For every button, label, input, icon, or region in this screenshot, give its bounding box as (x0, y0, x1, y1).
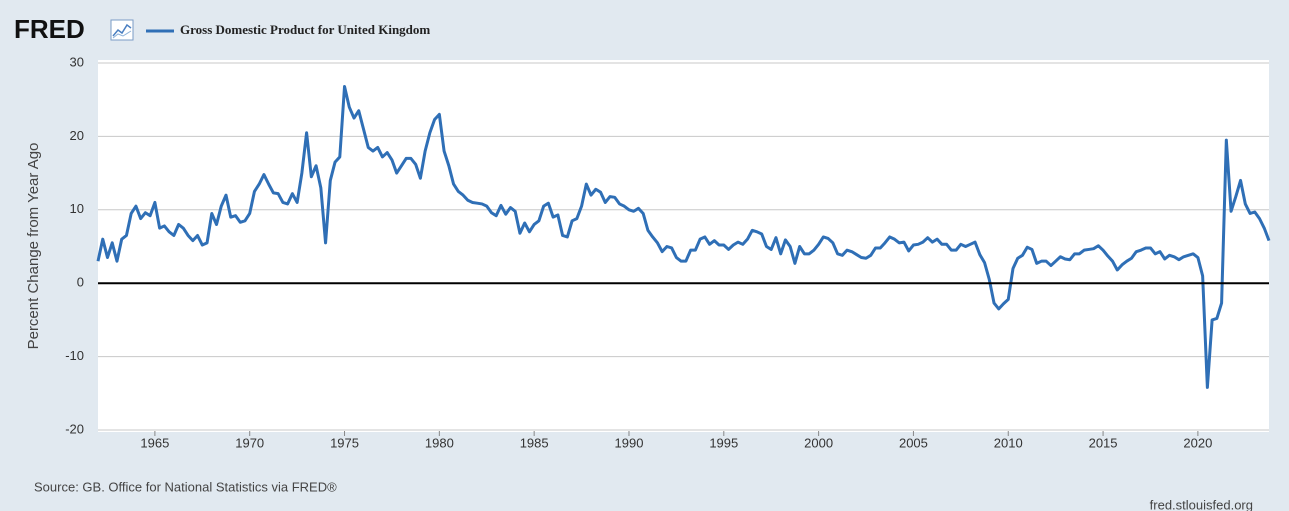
x-tick-label: 1985 (520, 435, 549, 450)
y-tick-label: 20 (70, 128, 84, 143)
x-tick-label: 2000 (804, 435, 833, 450)
x-tick-label: 2010 (994, 435, 1023, 450)
legend-label: Gross Domestic Product for United Kingdo… (180, 22, 430, 37)
series-line (96, 84, 1271, 389)
credit: fred.stlouisfed.org (1150, 497, 1253, 511)
y-tick-label: 30 (70, 54, 84, 69)
logo: FRED (14, 14, 85, 44)
y-axis-label: Percent Change from Year Ago (25, 143, 42, 350)
x-tick-label: 1980 (425, 435, 454, 450)
x-tick-label: 1975 (330, 435, 359, 450)
logo-icon (110, 19, 134, 41)
x-tick-label: 1965 (140, 435, 169, 450)
source: Source: GB. Office for National Statisti… (34, 479, 337, 494)
plot-area (98, 60, 1269, 432)
x-tick-label: 1990 (615, 435, 644, 450)
x-tick-label: 1995 (709, 435, 738, 450)
y-tick-label: 10 (70, 201, 84, 216)
x-tick-label: 2005 (899, 435, 928, 450)
y-tick-label: -10 (65, 348, 84, 363)
x-tick-label: 2015 (1089, 435, 1118, 450)
y-tick-label: -20 (65, 421, 84, 436)
y-tick-label: 0 (77, 275, 84, 290)
x-tick-label: 2020 (1183, 435, 1212, 450)
x-tick-label: 1970 (235, 435, 264, 450)
